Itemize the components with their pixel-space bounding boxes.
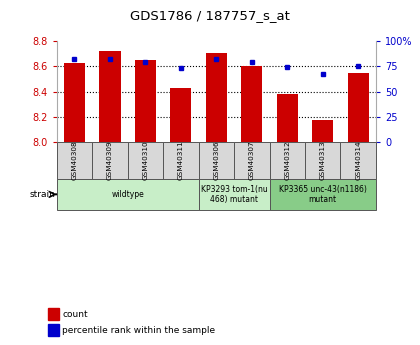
Bar	[48, 308, 59, 320]
Text: percentile rank within the sample: percentile rank within the sample	[62, 326, 215, 335]
Bar	[170, 88, 192, 142]
Text: GSM40313: GSM40313	[320, 141, 326, 180]
Text: wildtype: wildtype	[111, 190, 144, 199]
Bar	[163, 142, 199, 179]
Bar	[312, 120, 333, 142]
Text: GSM40314: GSM40314	[355, 141, 361, 180]
Bar	[135, 60, 156, 142]
Bar	[270, 142, 305, 179]
Text: GDS1786 / 187757_s_at: GDS1786 / 187757_s_at	[130, 9, 290, 22]
Bar	[128, 142, 163, 179]
Bar	[92, 142, 128, 179]
Text: KP3365 unc-43(n1186)
mutant: KP3365 unc-43(n1186) mutant	[279, 185, 367, 204]
Bar	[199, 142, 234, 179]
Bar	[277, 94, 298, 142]
Text: GSM40306: GSM40306	[213, 141, 219, 180]
Text: GSM40309: GSM40309	[107, 141, 113, 180]
Bar	[270, 179, 376, 209]
Bar	[234, 142, 270, 179]
Bar	[57, 179, 199, 209]
Text: GSM40310: GSM40310	[142, 141, 148, 180]
Bar	[48, 324, 59, 336]
Text: GSM40307: GSM40307	[249, 141, 255, 180]
Text: strain: strain	[29, 190, 55, 199]
Bar	[199, 179, 270, 209]
Bar	[347, 73, 369, 142]
Bar	[241, 67, 262, 142]
Bar	[341, 142, 376, 179]
Text: KP3293 tom-1(nu
468) mutant: KP3293 tom-1(nu 468) mutant	[201, 185, 268, 204]
Text: GSM40312: GSM40312	[284, 141, 290, 180]
Bar	[206, 53, 227, 142]
Bar	[99, 51, 121, 142]
Text: GSM40311: GSM40311	[178, 141, 184, 180]
Bar	[64, 63, 85, 142]
Text: GSM40308: GSM40308	[71, 141, 77, 180]
Bar	[57, 142, 92, 179]
Text: count: count	[62, 310, 88, 319]
Bar	[305, 142, 341, 179]
